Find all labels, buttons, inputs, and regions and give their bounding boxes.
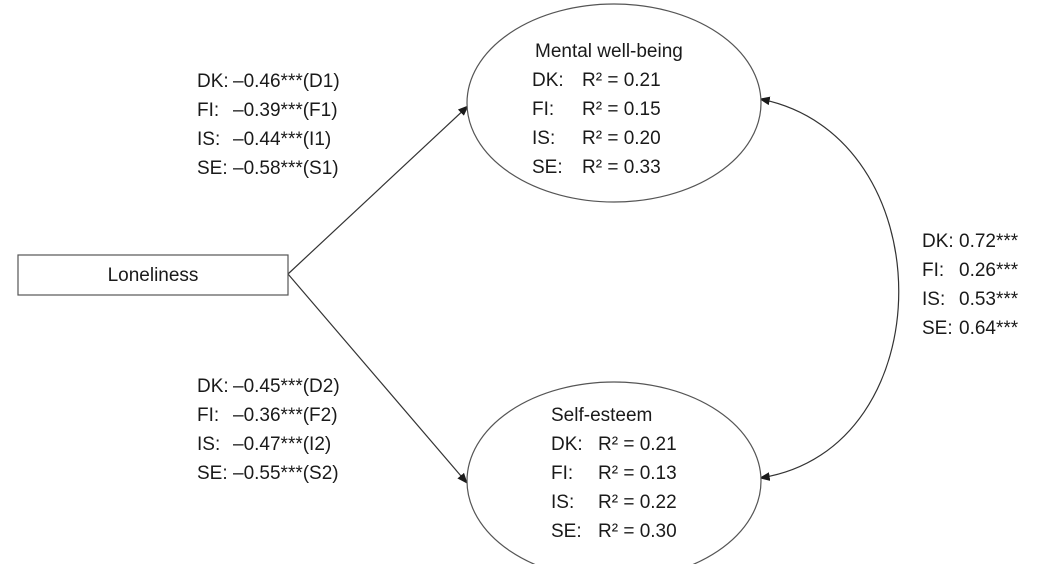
- mental-r2-code: DK:: [532, 70, 564, 91]
- correlation-value: 0.72***: [959, 231, 1019, 252]
- coefficient-country: DK:: [197, 71, 229, 92]
- coefficient-value: –0.45***(D2): [233, 376, 340, 397]
- self-esteem-r2-code: FI:: [551, 463, 573, 484]
- path-arrow-to-self-esteem: [287, 273, 468, 484]
- correlation-country: IS:: [922, 289, 945, 310]
- self-esteem-r2-value: R² = 0.21: [598, 434, 677, 455]
- coefficient-country: DK:: [197, 376, 229, 397]
- coefficient-value: –0.58***(S1): [233, 158, 339, 179]
- mental-r2-value: R² = 0.15: [582, 99, 661, 120]
- self-esteem-r2-value: R² = 0.22: [598, 492, 677, 513]
- mental-r2-code: FI:: [532, 99, 554, 120]
- correlation-value: 0.64***: [959, 318, 1019, 339]
- loneliness-label: Loneliness: [108, 265, 199, 286]
- mental-r2-code: IS:: [532, 128, 555, 149]
- self-esteem-text: Self-esteem DK: R² = 0.21 FI: R² = 0.13 …: [551, 405, 677, 542]
- coefficient-value: –0.47***(I2): [233, 434, 331, 455]
- coefficient-country: IS:: [197, 129, 220, 150]
- coefficient-value: –0.46***(D1): [233, 71, 340, 92]
- path-arrow-to-mental-well-being: [287, 105, 469, 275]
- mental-well-being-ellipse: [466, 3, 762, 203]
- coefficient-country: FI:: [197, 405, 219, 426]
- correlation-value: 0.26***: [959, 260, 1019, 281]
- self-esteem-r2-code: IS:: [551, 492, 574, 513]
- mental-r2-value: R² = 0.21: [582, 70, 661, 91]
- mental-well-being-text: Mental well-being DK: R² = 0.21 FI: R² =…: [532, 41, 683, 178]
- mental-r2-value: R² = 0.33: [582, 157, 661, 178]
- correlation-double-arrow: [758, 96, 900, 481]
- self-esteem-r2-value: R² = 0.30: [598, 521, 677, 542]
- self-esteem-ellipse: [466, 381, 762, 564]
- coefficient-country: IS:: [197, 434, 220, 455]
- self-esteem-r2-code: DK:: [551, 434, 583, 455]
- correlation-value: 0.53***: [959, 289, 1019, 310]
- mental-r2-code: SE:: [532, 157, 563, 178]
- coefficient-country: SE:: [197, 158, 228, 179]
- coefficient-value: –0.55***(S2): [233, 463, 339, 484]
- correlation-country: DK:: [922, 231, 954, 252]
- self-esteem-r2-value: R² = 0.13: [598, 463, 677, 484]
- self-esteem-title: Self-esteem: [551, 405, 652, 426]
- coefficient-country: FI:: [197, 100, 219, 121]
- correlation-country: SE:: [922, 318, 953, 339]
- path-coefficients-mental-well-being: DK: –0.46***(D1) FI: –0.39***(F1) IS: –0…: [197, 71, 340, 179]
- coefficient-value: –0.36***(F2): [233, 405, 338, 426]
- path-coefficients-self-esteem: DK: –0.45***(D2) FI: –0.36***(F2) IS: –0…: [197, 376, 340, 484]
- coefficient-country: SE:: [197, 463, 228, 484]
- mental-r2-value: R² = 0.20: [582, 128, 661, 149]
- correlation-country: FI:: [922, 260, 944, 281]
- mental-well-being-title: Mental well-being: [535, 41, 683, 62]
- coefficient-value: –0.44***(I1): [233, 129, 331, 150]
- correlation-coefficients: DK: 0.72*** FI: 0.26*** IS: 0.53*** SE: …: [922, 231, 1019, 339]
- loneliness-box: [17, 254, 289, 296]
- self-esteem-r2-code: SE:: [551, 521, 582, 542]
- coefficient-value: –0.39***(F1): [233, 100, 338, 121]
